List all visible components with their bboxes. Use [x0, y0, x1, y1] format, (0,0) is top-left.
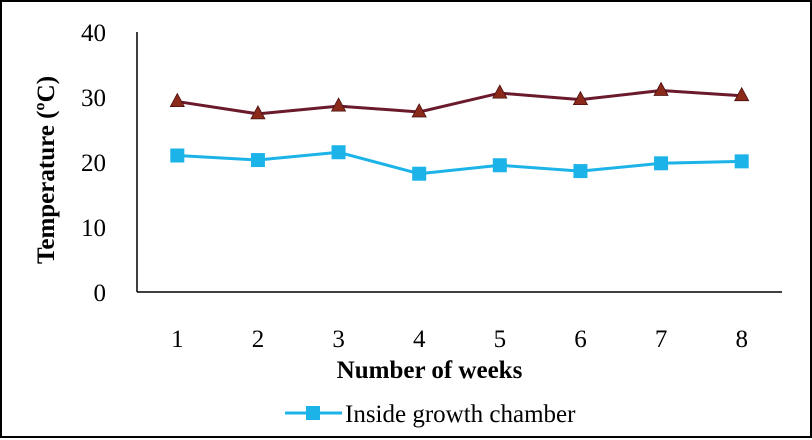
series-1-line — [177, 150, 742, 176]
series-1-point — [492, 158, 507, 173]
y-tick-label: 10 — [81, 215, 106, 242]
legend-series-1-marker — [306, 406, 320, 420]
series-1 — [170, 145, 749, 181]
legend: Inside growth chamber — [285, 401, 576, 428]
x-tick-label: 1 — [171, 326, 184, 353]
series-2-point — [492, 84, 508, 99]
x-axis-title: Number of weeks — [337, 357, 523, 384]
series-2-point — [169, 92, 185, 107]
series-1-point — [250, 153, 265, 168]
series-2-point — [330, 97, 347, 112]
x-tick-label: 2 — [252, 326, 265, 353]
y-tick-label: 20 — [81, 150, 106, 177]
series-1-point — [412, 166, 427, 181]
series-2 — [169, 81, 750, 120]
x-tick-label: 6 — [574, 326, 587, 353]
series-2-point — [250, 105, 266, 120]
legend-series-1-label: Inside growth chamber — [345, 401, 576, 428]
series-2-point — [653, 81, 669, 96]
x-tick-label: 5 — [494, 326, 507, 353]
y-tick-label: 0 — [94, 280, 107, 307]
y-tick-label: 30 — [81, 85, 106, 112]
series-1-point — [654, 156, 669, 171]
y-axis-ticks: 0 10 20 30 40 — [81, 20, 106, 307]
series-2-point — [734, 86, 750, 102]
series-layer — [169, 81, 750, 181]
series-2-point — [572, 90, 589, 105]
y-axis-title: Temperature (ºC) — [33, 76, 60, 264]
x-tick-label: 4 — [413, 326, 426, 353]
series-1-point — [734, 154, 749, 169]
series-2-point — [411, 103, 427, 118]
x-tick-label: 7 — [655, 326, 668, 353]
series-1-point — [573, 164, 588, 179]
series-1-point — [331, 145, 346, 160]
x-axis-ticks: 1 2 3 4 5 6 7 8 — [171, 326, 748, 353]
series-1-point — [170, 148, 185, 163]
x-tick-label: 3 — [332, 326, 345, 353]
y-tick-label: 40 — [81, 20, 106, 47]
series-2-line — [177, 88, 742, 116]
x-tick-label: 8 — [735, 326, 748, 353]
